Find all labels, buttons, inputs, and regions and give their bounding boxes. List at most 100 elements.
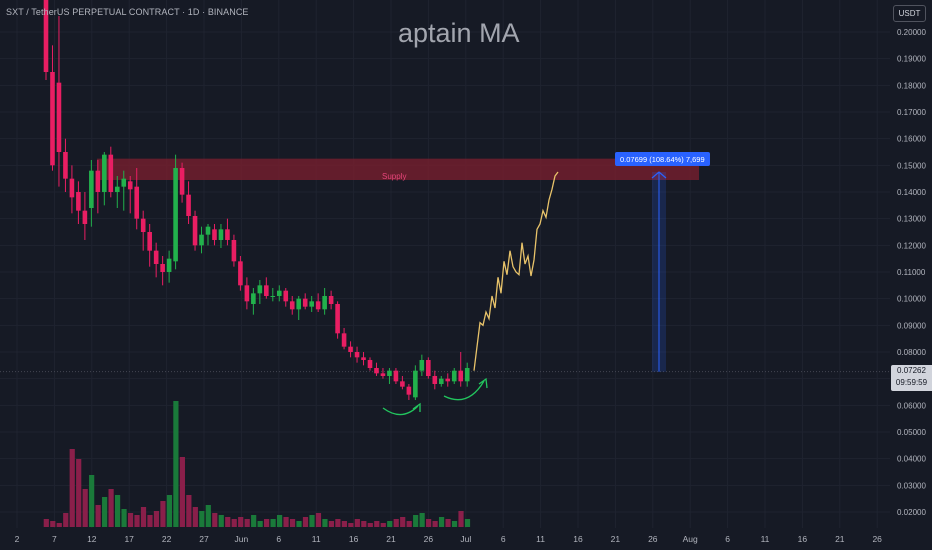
projection-layer: [473, 171, 559, 371]
candle-body: [328, 296, 334, 304]
price-tick-label: 0.13000: [897, 215, 926, 224]
candle-body: [212, 229, 217, 240]
curve-arrow-right: [443, 380, 485, 401]
volume-bar: [82, 489, 88, 527]
volume-bar: [309, 515, 315, 527]
candle-body: [276, 290, 282, 296]
symbol-title[interactable]: SXT / TetherUS PERPETUAL CONTRACT · 1D ·…: [6, 7, 249, 17]
price-tick-label: 0.04000: [897, 455, 926, 464]
candle-body: [361, 357, 366, 360]
volume-bar: [121, 509, 127, 527]
volume-bar: [445, 519, 451, 527]
volume-bar: [231, 519, 237, 527]
candle-body: [199, 234, 204, 246]
volume-bar: [413, 515, 419, 527]
candle-body: [296, 298, 302, 310]
volume-bar: [296, 521, 302, 527]
time-tick-label: Aug: [683, 534, 698, 544]
candle-body: [63, 152, 68, 179]
volume-bar: [367, 523, 373, 527]
measure-layer: [651, 171, 667, 372]
volume-bar: [328, 521, 335, 527]
time-tick-label: 11: [312, 534, 321, 544]
volume-bar: [348, 523, 354, 527]
price-axis[interactable]: 0.20000 0.19000 0.18000 0.17000 0.16000 0.150…: [890, 0, 932, 550]
candle-body: [95, 170, 101, 192]
volume-bar: [127, 513, 134, 527]
candle-body: [341, 333, 347, 347]
candle-body: [225, 229, 230, 240]
time-axis[interactable]: 2 7 12 17 22 27 Jun 6 11 16 21 26 Jul 6 11 16 21 26 Aug 6 11…: [15, 534, 883, 544]
volume-bar: [393, 519, 399, 527]
volume-bar: [225, 517, 231, 527]
candle-body: [160, 264, 165, 272]
volume-bar: [186, 495, 192, 527]
candle-body: [43, 0, 49, 72]
volume-bar: [354, 519, 360, 527]
volume-bar: [140, 507, 147, 527]
volume-bar: [114, 495, 121, 527]
price-tick-label: 0.10000: [897, 295, 926, 304]
volume-bar: [406, 521, 412, 527]
volume-bar: [361, 521, 367, 527]
candle-body: [251, 293, 256, 304]
volume-bar: [153, 511, 160, 527]
candle-body: [56, 82, 62, 152]
volume-bar: [276, 515, 283, 527]
price-tick-label: 0.12000: [897, 241, 926, 250]
supply-zone-label: Supply: [382, 172, 407, 181]
time-tick-label: 6: [725, 534, 730, 544]
volume-bar: [43, 519, 49, 527]
measure-label: 0.07699 (108.64%) 7,699: [615, 152, 710, 166]
candle-body: [114, 186, 120, 192]
candle-body: [179, 168, 185, 195]
time-tick-label: 6: [276, 534, 281, 544]
time-tick-label: 16: [573, 534, 583, 544]
time-tick-label: 2: [15, 534, 20, 544]
candle-body: [406, 386, 412, 395]
candle-body: [140, 218, 146, 232]
volume-bar: [69, 449, 75, 527]
time-tick-label: 26: [872, 534, 882, 544]
price-tick-label: 0.03000: [897, 481, 926, 490]
volume-bar: [432, 521, 438, 527]
time-tick-label: 27: [199, 534, 209, 544]
candle-body: [205, 226, 211, 235]
curve-arrow-left: [382, 405, 419, 416]
candle-body: [257, 285, 263, 294]
candle-body: [127, 181, 133, 190]
candle-body: [218, 229, 224, 240]
volume-bar: [341, 521, 347, 527]
volume-bar: [302, 517, 309, 527]
candle-body: [147, 232, 152, 251]
price-tick-label: 0.15000: [897, 161, 926, 170]
curve-arrow-right-head: [478, 377, 488, 389]
candle-body: [134, 186, 140, 219]
volume-bar: [238, 517, 244, 527]
volume-bar: [458, 511, 464, 527]
candle-body: [108, 154, 114, 192]
volume-bar: [76, 459, 82, 527]
volume-bar: [50, 521, 56, 527]
candle-body: [464, 368, 470, 382]
arrow-layer: [382, 377, 488, 416]
price-tick-label: 0.11000: [897, 268, 926, 277]
volume-bar: [315, 513, 322, 527]
volume-bar: [387, 521, 393, 527]
volume-bar: [166, 495, 173, 527]
supply-zone: [97, 158, 699, 180]
time-tick-label: 11: [761, 534, 770, 544]
price-tick-label: 0.02000: [897, 508, 926, 517]
candle-body: [89, 170, 94, 208]
candle-body: [458, 370, 464, 382]
candle-body: [309, 301, 314, 307]
volume-bar: [63, 513, 69, 527]
time-tick-label: Jul: [460, 534, 471, 544]
candle-body: [153, 250, 159, 264]
time-tick-label: 6: [501, 534, 506, 544]
candle-body: [69, 178, 75, 198]
grid-layer: [0, 0, 890, 528]
currency-button[interactable]: USDT: [893, 5, 926, 22]
